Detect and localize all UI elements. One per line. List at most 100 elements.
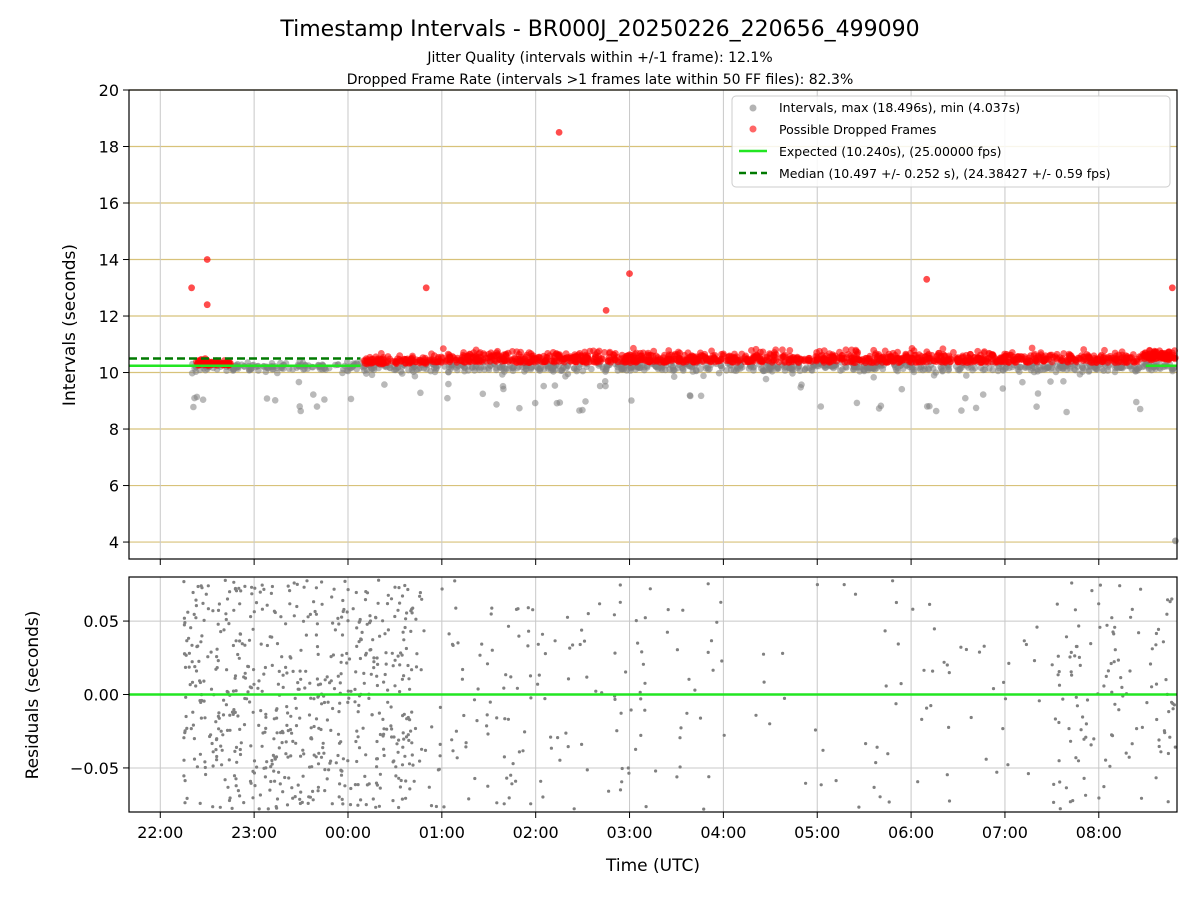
dropped-frame-point — [494, 351, 502, 358]
top-ytick-label: 8 — [109, 420, 119, 439]
residual-point — [399, 778, 403, 783]
interval-point — [898, 385, 906, 393]
residual-point — [211, 750, 215, 754]
interval-point — [1133, 398, 1140, 406]
residual-point — [210, 741, 214, 746]
residual-point — [404, 646, 408, 651]
residual-point — [340, 615, 344, 619]
residual-point — [214, 738, 219, 742]
residual-point — [372, 666, 376, 670]
residual-point — [307, 713, 312, 717]
residual-point — [275, 731, 279, 735]
residual-point — [273, 610, 277, 615]
dropped-frame-point — [584, 355, 592, 362]
residual-point — [406, 663, 410, 668]
residual-point — [1098, 625, 1102, 629]
residual-point — [916, 780, 920, 784]
residual-point — [193, 665, 197, 669]
residual-point — [331, 706, 335, 711]
residual-point — [232, 774, 237, 778]
residual-point — [321, 741, 325, 745]
interval-point — [1063, 408, 1070, 416]
residual-point — [375, 757, 379, 761]
residual-point — [451, 643, 455, 648]
interval-point — [190, 403, 197, 411]
residual-point — [394, 774, 398, 778]
dropped-frame-point — [720, 350, 727, 358]
residual-point — [314, 633, 318, 637]
residual-point — [204, 772, 208, 777]
dropped-frame-point — [509, 348, 516, 355]
residual-point — [226, 785, 230, 789]
residual-point — [215, 647, 219, 651]
dropped-frame-point — [786, 347, 794, 354]
bottom-xtick-label: 07:00 — [982, 823, 1028, 842]
residual-point — [356, 710, 360, 714]
residual-point — [409, 629, 413, 634]
residual-point — [246, 690, 250, 694]
interval-point — [411, 372, 419, 380]
residual-point — [931, 669, 935, 673]
residual-point — [768, 722, 772, 726]
residual-point — [225, 668, 229, 672]
residual-point — [187, 665, 191, 669]
residual-point — [615, 729, 619, 733]
residual-point — [217, 716, 221, 720]
interval-point — [479, 390, 487, 398]
bottom-xtick-label: 22:00 — [137, 823, 183, 842]
dropped-frame-point — [552, 357, 560, 365]
residual-point — [1052, 782, 1056, 787]
residual-point — [485, 724, 489, 728]
residual-point — [232, 580, 236, 584]
residual-point — [302, 752, 306, 756]
residual-point — [222, 698, 226, 702]
residual-point — [209, 650, 213, 654]
residual-point — [320, 702, 324, 706]
residual-point — [285, 705, 289, 709]
residual-point — [284, 665, 288, 670]
residual-point — [1085, 698, 1090, 702]
top-y-ticks: 4 6 8 10 12 14 16 18 20 — [99, 81, 129, 552]
residual-point — [249, 686, 254, 690]
residual-point — [1035, 625, 1039, 629]
residual-point — [887, 800, 891, 804]
residual-point — [378, 772, 382, 776]
dropped-frame-point — [660, 358, 667, 366]
dropped-frame-point — [465, 357, 473, 365]
interval-point — [958, 407, 965, 414]
residual-point — [821, 748, 825, 752]
residual-point — [256, 686, 260, 690]
residual-point — [1154, 643, 1158, 647]
interval-point — [295, 378, 303, 386]
residual-point — [183, 652, 187, 656]
residual-point — [225, 689, 229, 694]
residual-point — [278, 782, 282, 786]
residual-point — [199, 700, 203, 705]
residual-point — [1057, 670, 1061, 674]
residual-point — [313, 609, 317, 614]
interval-point — [602, 368, 609, 375]
residual-point — [355, 759, 359, 764]
residual-point — [224, 617, 228, 622]
residual-point — [397, 586, 401, 590]
residual-point — [323, 678, 327, 682]
residual-point — [272, 737, 276, 741]
residual-point — [243, 671, 247, 675]
residual-point — [405, 611, 409, 615]
dropped-frame-point — [1124, 358, 1131, 366]
residual-point — [1171, 707, 1175, 711]
interval-point — [618, 365, 625, 373]
interval-point — [774, 364, 781, 372]
dropped-frame-point — [540, 352, 548, 360]
residual-point — [243, 643, 247, 647]
interval-point — [321, 396, 328, 403]
residual-point — [234, 639, 238, 643]
dropped-frame-point — [1094, 356, 1101, 364]
residual-point — [418, 594, 422, 598]
interval-point — [687, 392, 694, 400]
legend: Intervals, max (18.496s), min (4.037s) P… — [731, 95, 1171, 188]
residual-point — [237, 586, 241, 590]
residual-point — [1058, 807, 1062, 811]
residual-point — [315, 645, 320, 649]
dropped-frame-point — [614, 358, 622, 366]
